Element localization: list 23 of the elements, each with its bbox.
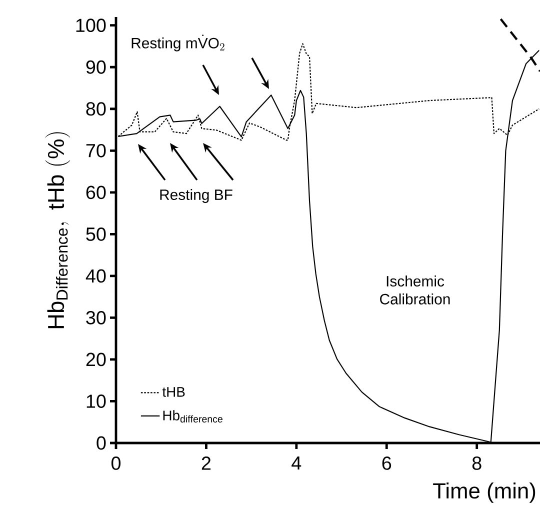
y-tick-label: 60 bbox=[86, 186, 106, 200]
x-tick-label: 6 bbox=[382, 456, 392, 470]
y-tick-label: 30 bbox=[86, 311, 106, 324]
y-tick-label: 70 bbox=[86, 144, 106, 158]
x-tick-label: 2 bbox=[202, 456, 211, 470]
y-tick-label: 40 bbox=[86, 269, 106, 283]
y-tick-label: 20 bbox=[86, 352, 106, 366]
y-tick-label: 90 bbox=[86, 60, 106, 74]
annotation: Ischemic Calibration bbox=[380, 276, 450, 304]
y-tick-label: 100 bbox=[76, 18, 106, 32]
x-tick-label: 0 bbox=[111, 456, 121, 470]
y-tick-label: 80 bbox=[86, 102, 106, 116]
y-tick-label: 0 bbox=[96, 436, 106, 450]
x-tick-label: 8 bbox=[472, 456, 482, 470]
legend-label: tHB bbox=[162, 387, 185, 397]
annotation: Resting BF bbox=[160, 189, 232, 203]
legend-label: $\mathrm{Hb}_{\mathrm{difference}}$ bbox=[163, 410, 222, 423]
annotation: $\mathrm{Resting\ m}\dot{\mathrm{V}}\mathrm{O}_{2}$ bbox=[132, 34, 224, 52]
x-tick-label: 4 bbox=[292, 456, 302, 470]
y-tick-label: 50 bbox=[86, 227, 106, 241]
x-axis-title: Time (min) bbox=[433, 482, 536, 503]
y-tick-label: 10 bbox=[86, 394, 106, 408]
y-axis-title: $\mathrm{Hb}_{\mathrm{Difference}}\mathrm{,\ tHb\ (\%)}$ bbox=[45, 132, 70, 328]
